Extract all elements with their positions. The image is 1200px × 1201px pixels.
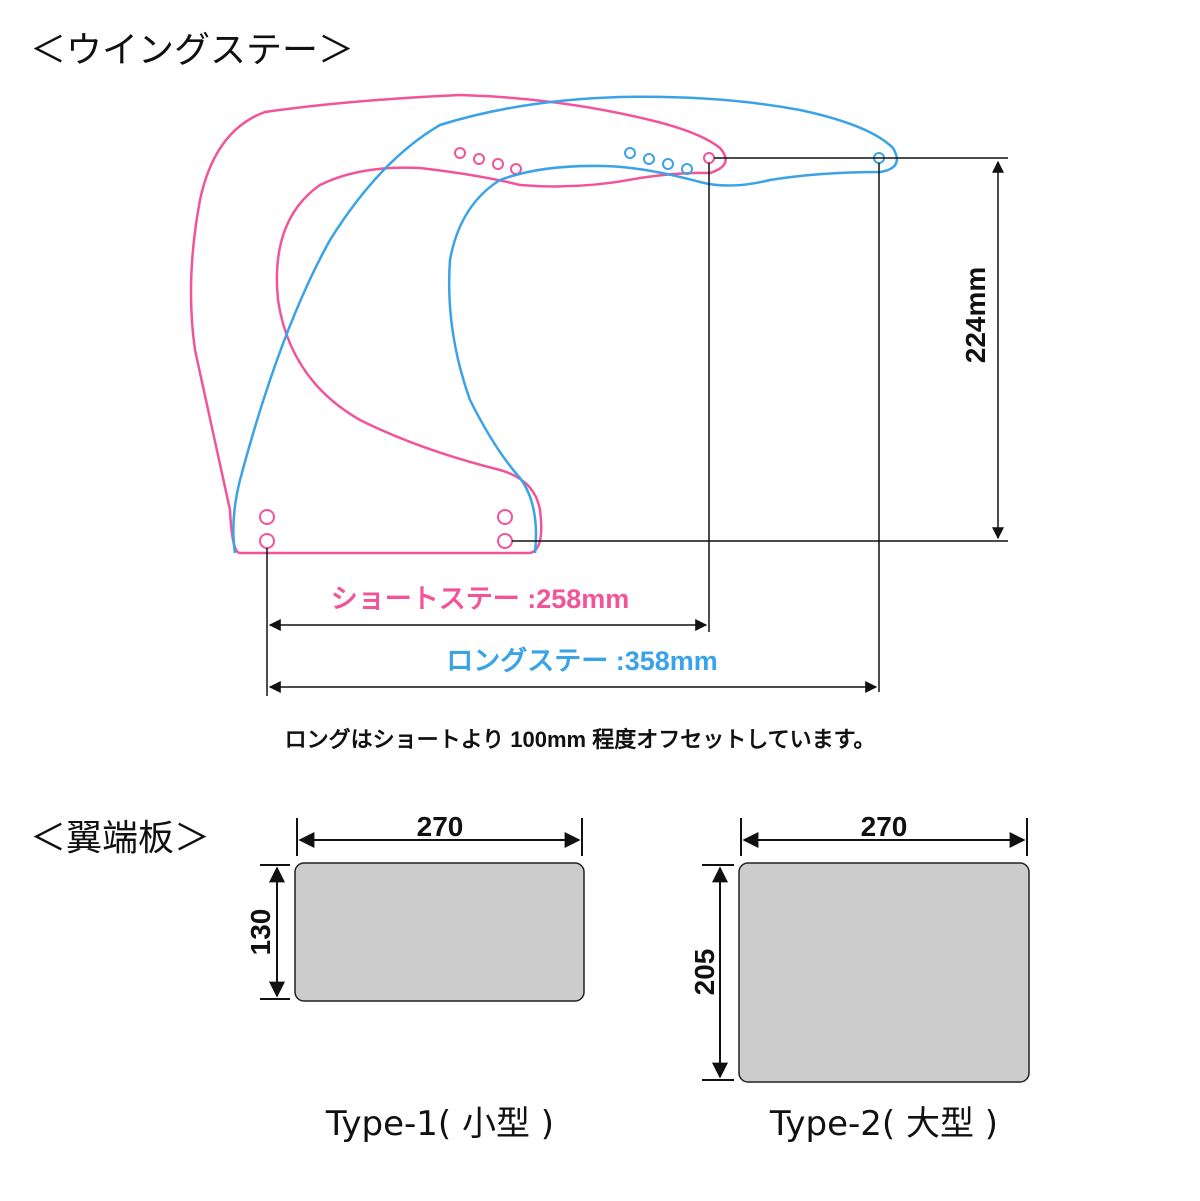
- long-stay-label: ロングステー :358mm: [446, 645, 718, 676]
- type-2-plate: [738, 862, 1030, 1083]
- wing-stay-heading: ＜ウイングステー＞: [30, 30, 354, 71]
- short-stay-holes: [259, 147, 715, 549]
- type-1-plate: [294, 862, 585, 1002]
- long-stay-outline: [232, 95, 899, 554]
- type-2-label: Type-2( 大型 ): [769, 1104, 998, 1144]
- type-2-width: 270: [861, 811, 908, 842]
- type-1-width: 270: [417, 811, 464, 842]
- height-dimension-label: 224mm: [960, 267, 991, 364]
- long-stay-holes: [624, 147, 885, 175]
- type-1-height: 130: [245, 909, 276, 956]
- offset-note: ロングはショートより 100mm 程度オフセットしています。: [285, 727, 876, 752]
- end-plate-type-1: 270 130 Type-1( 小型 ): [245, 811, 585, 1144]
- type-2-height: 205: [689, 949, 720, 996]
- dimension-lines: [266, 157, 1008, 696]
- short-stay-label: ショートステー :258mm: [331, 584, 630, 614]
- end-plate-type-2: 270 205 Type-2( 大型 ): [689, 811, 1030, 1144]
- end-plate-heading: ＜翼端板＞: [30, 818, 210, 859]
- type-1-label: Type-1( 小型 ): [325, 1104, 554, 1144]
